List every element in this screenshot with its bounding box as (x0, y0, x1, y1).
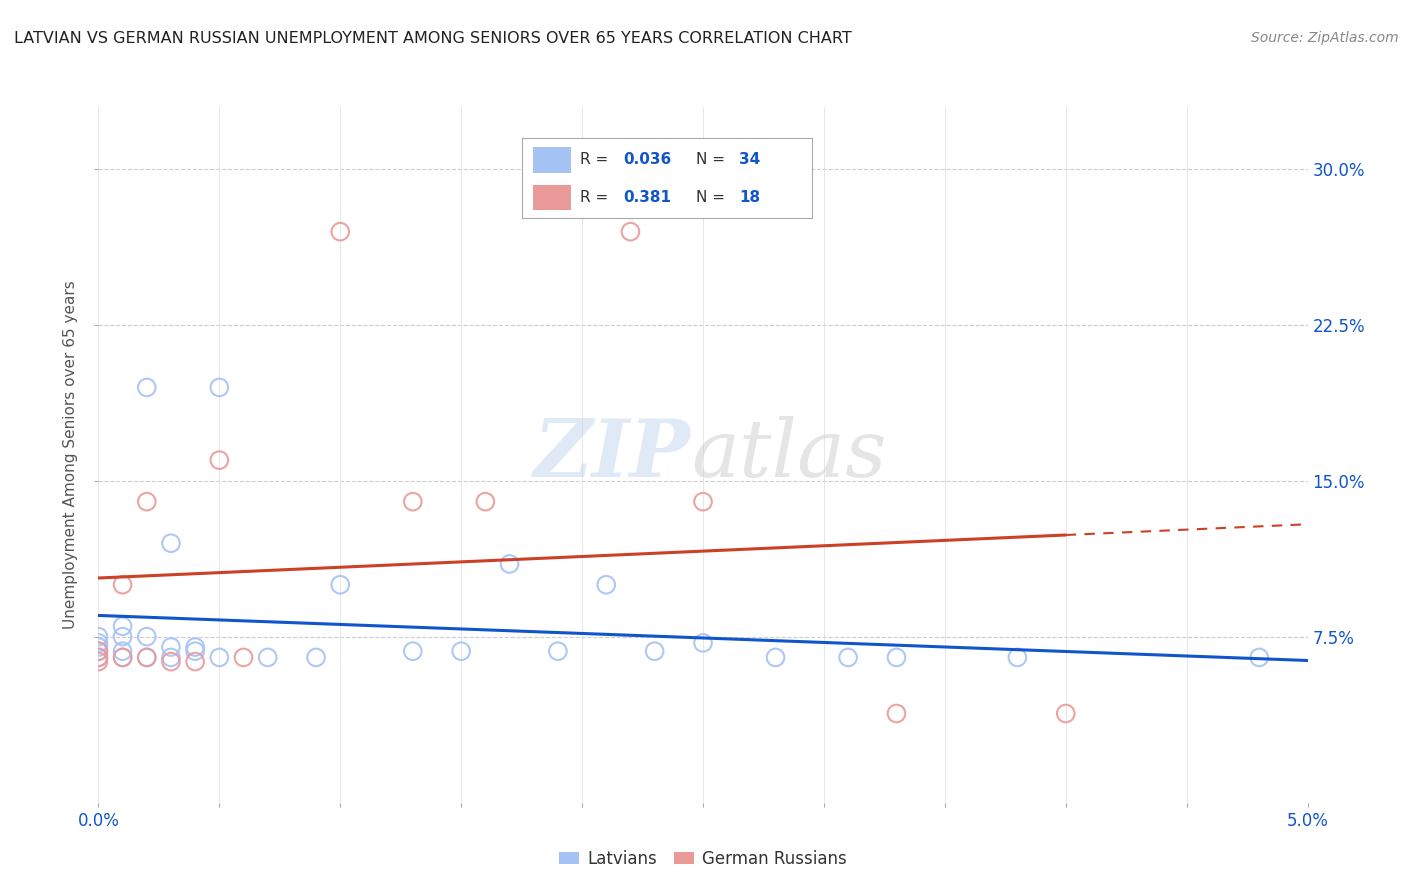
Point (329, 578, 352, 592)
Point (135, 380, 157, 394)
Point (111, 630, 134, 644)
Point (208, 453, 231, 467)
Point (547, 644, 569, 658)
Point (135, 650, 157, 665)
Point (474, 494, 496, 508)
Point (208, 650, 231, 665)
Point (232, 650, 254, 665)
Point (208, 380, 231, 394)
Text: 18: 18 (740, 190, 761, 205)
Point (692, 494, 714, 508)
Point (1054, 706, 1077, 721)
Point (765, 650, 787, 665)
Point (305, 650, 328, 665)
Point (837, 650, 859, 665)
Point (886, 706, 908, 721)
Point (135, 630, 157, 644)
Bar (533, 147, 571, 173)
Point (692, 636, 714, 650)
Text: R =: R = (579, 153, 613, 168)
Point (87, 650, 110, 665)
Point (87, 636, 110, 650)
Point (111, 644, 134, 658)
Point (135, 650, 157, 665)
Point (402, 644, 425, 658)
Point (87, 644, 110, 658)
Text: ZIP: ZIP (534, 417, 690, 493)
Point (160, 655, 183, 669)
Point (111, 619, 134, 633)
Point (160, 640, 183, 654)
Point (111, 650, 134, 665)
Point (135, 494, 157, 508)
Point (886, 650, 908, 665)
Text: N =: N = (696, 153, 730, 168)
Text: Source: ZipAtlas.com: Source: ZipAtlas.com (1251, 31, 1399, 45)
Point (644, 644, 666, 658)
Point (184, 640, 207, 654)
Bar (533, 185, 571, 211)
Point (1007, 650, 1029, 665)
Point (329, 225, 352, 239)
Point (160, 536, 183, 550)
Point (184, 655, 207, 669)
Point (619, 225, 641, 239)
Point (87, 630, 110, 644)
Y-axis label: Unemployment Among Seniors over 65 years: Unemployment Among Seniors over 65 years (63, 281, 79, 629)
Legend: Latvians, German Russians: Latvians, German Russians (553, 843, 853, 874)
Point (87, 640, 110, 654)
Text: atlas: atlas (690, 417, 886, 493)
Point (184, 644, 207, 658)
Text: 0.036: 0.036 (623, 153, 672, 168)
Text: R =: R = (579, 190, 613, 205)
Point (256, 650, 278, 665)
Point (160, 650, 183, 665)
Point (402, 494, 425, 508)
Point (87, 644, 110, 658)
Text: N =: N = (696, 190, 730, 205)
Point (111, 578, 134, 592)
Point (87, 650, 110, 665)
Text: 0.381: 0.381 (623, 190, 671, 205)
Point (111, 650, 134, 665)
Point (498, 557, 520, 571)
Point (595, 578, 617, 592)
Point (1249, 650, 1271, 665)
Point (87, 655, 110, 669)
Point (450, 644, 472, 658)
Text: 34: 34 (740, 153, 761, 168)
Text: LATVIAN VS GERMAN RUSSIAN UNEMPLOYMENT AMONG SENIORS OVER 65 YEARS CORRELATION C: LATVIAN VS GERMAN RUSSIAN UNEMPLOYMENT A… (14, 31, 852, 46)
